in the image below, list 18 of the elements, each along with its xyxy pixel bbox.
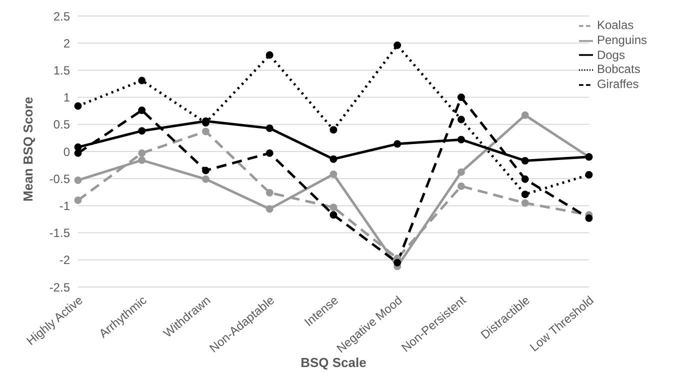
y-tick-label: 0.5 bbox=[53, 118, 70, 132]
y-tick-label: 0 bbox=[63, 144, 70, 159]
legend-label: Dogs bbox=[596, 48, 625, 62]
y-tick-label: -2 bbox=[59, 253, 70, 268]
legend-label: Giraffes bbox=[596, 77, 639, 92]
y-tick-label: -0.5 bbox=[49, 172, 70, 186]
y-tick-label: -1 bbox=[59, 198, 70, 213]
y-tick-label: 1 bbox=[63, 90, 70, 105]
y-tick-label: 2.5 bbox=[53, 9, 70, 24]
legend-label: Penguins bbox=[596, 32, 647, 47]
y-tick-label: 1.5 bbox=[53, 63, 70, 78]
legend-label: Koalas bbox=[596, 18, 634, 32]
legend-label: Bobcats bbox=[596, 62, 640, 76]
y-tick-label: -2.5 bbox=[49, 280, 70, 294]
x-axis-title: BSQ Scale bbox=[300, 355, 366, 370]
y-tick-label: -1.5 bbox=[49, 226, 70, 240]
y-axis-title: Mean BSQ Score bbox=[20, 96, 36, 202]
y-tick-label: 2 bbox=[63, 36, 70, 50]
